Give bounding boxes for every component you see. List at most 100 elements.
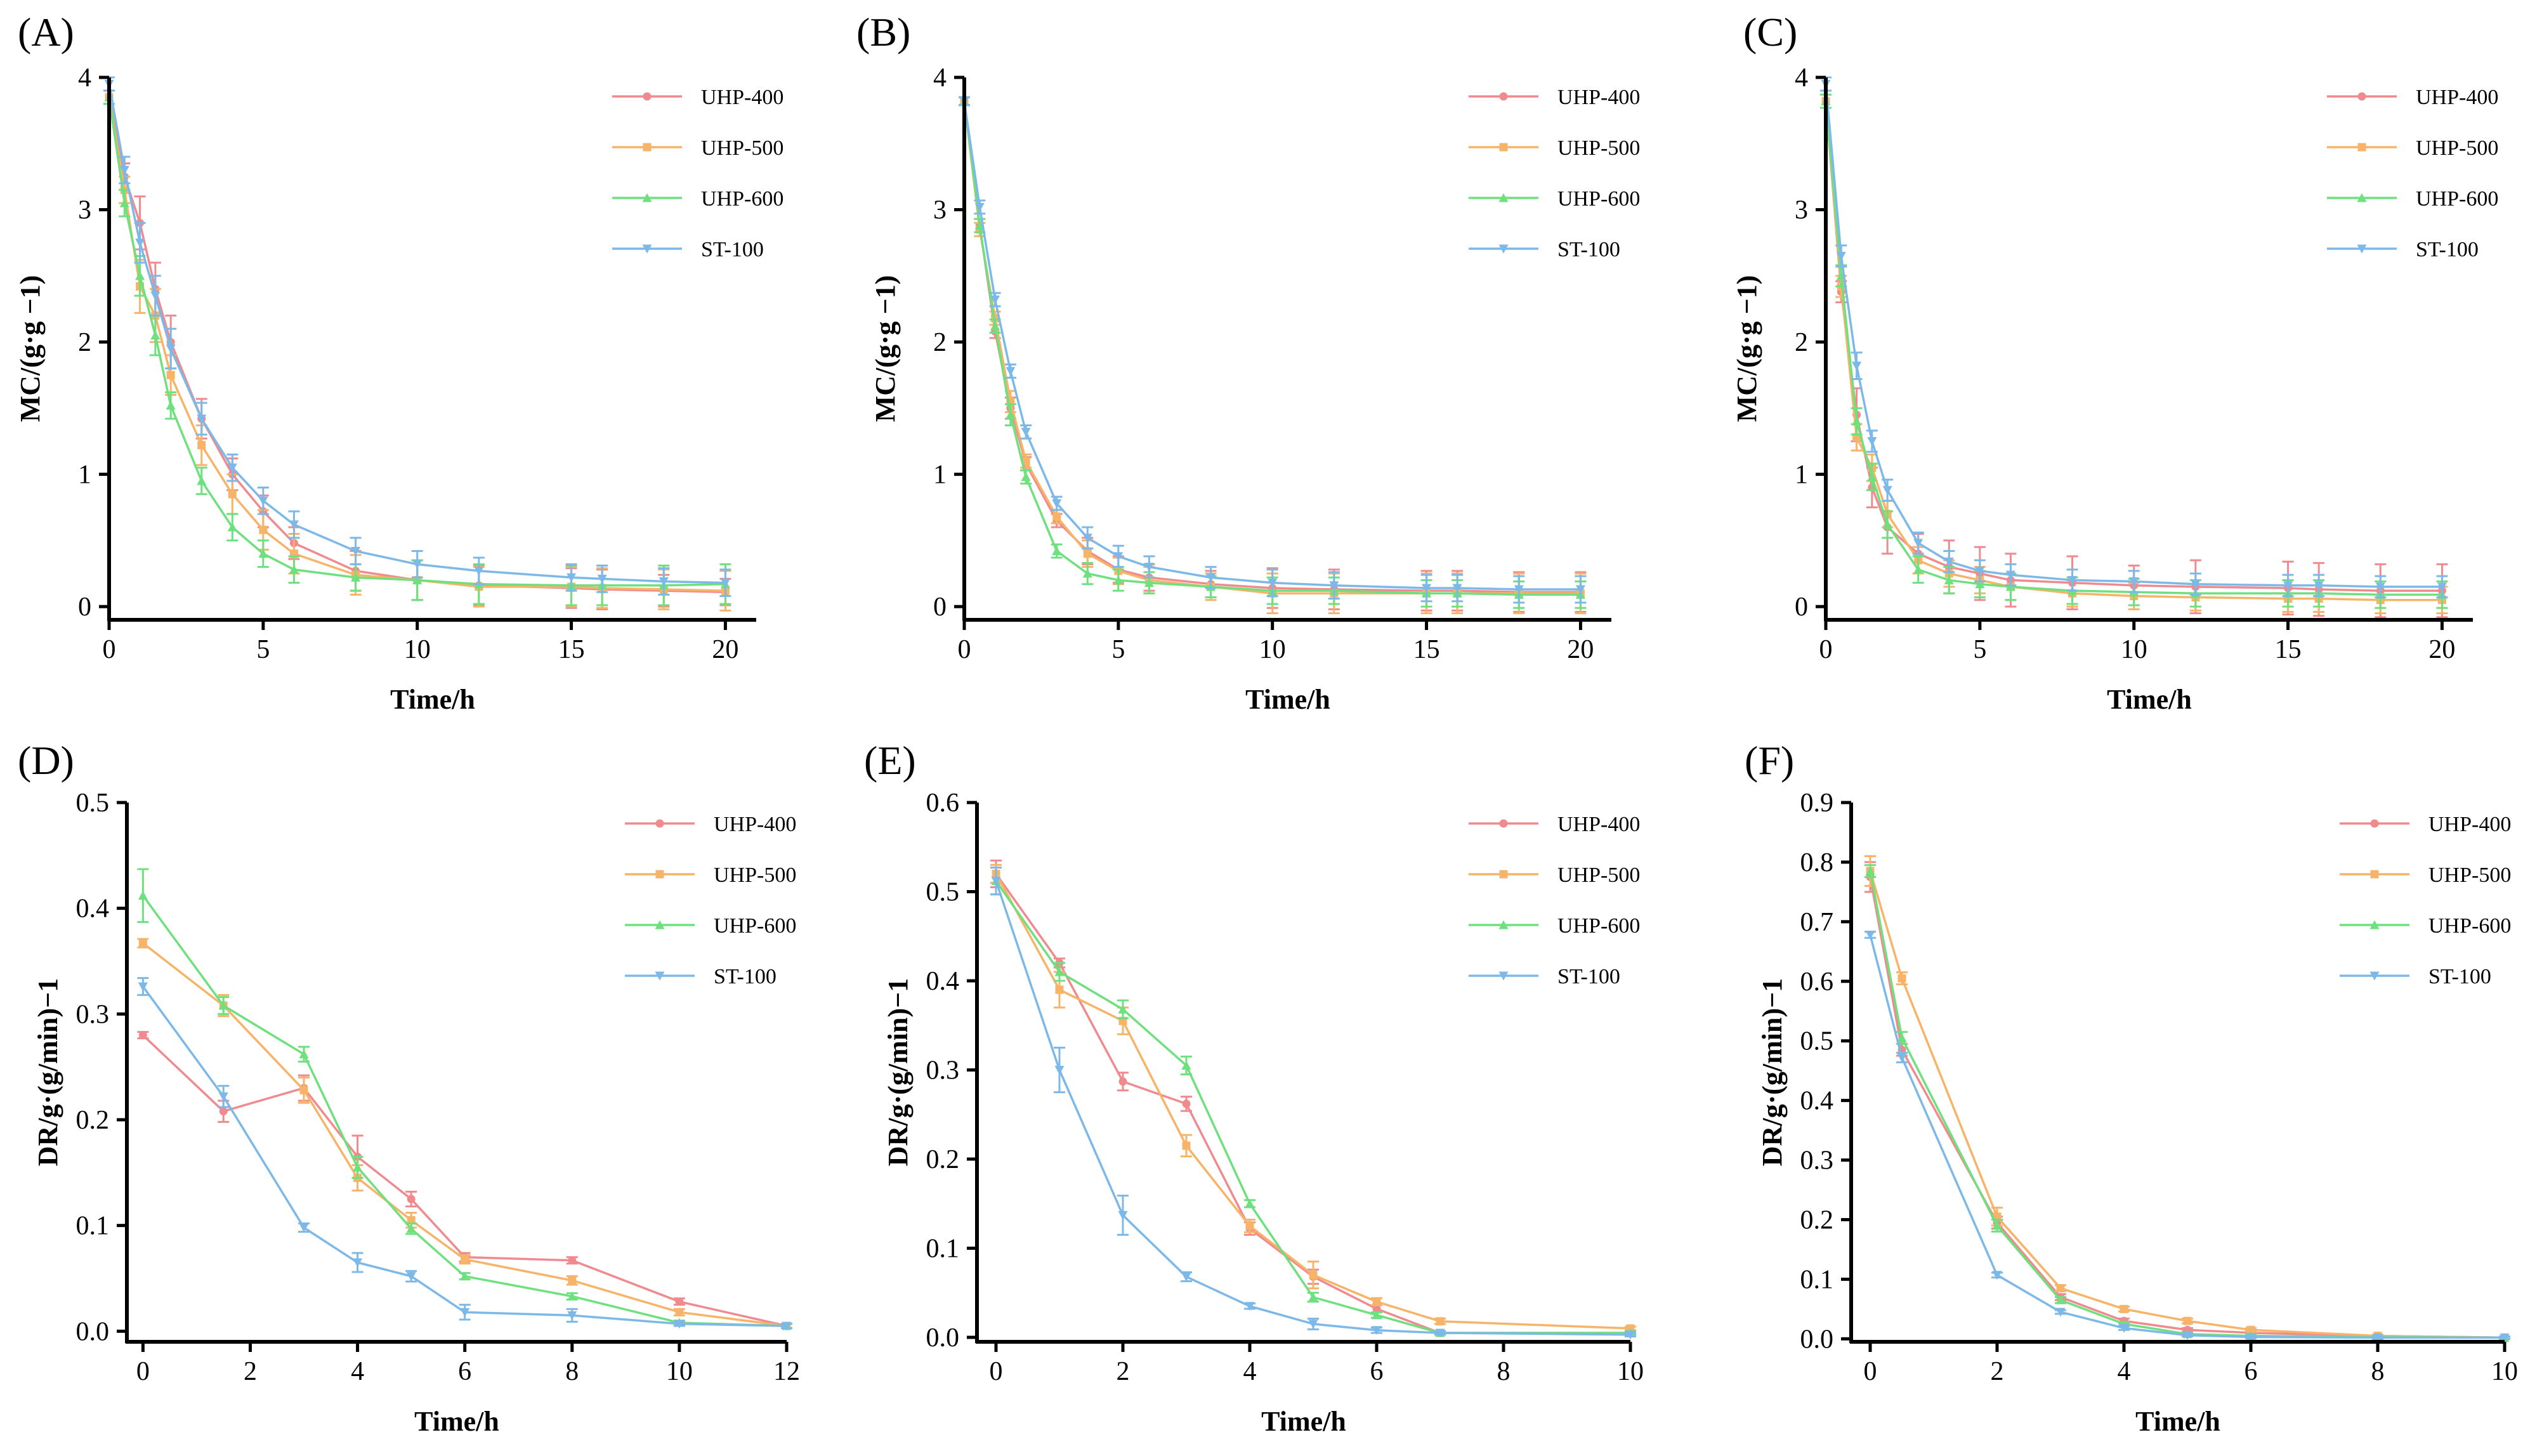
data-point xyxy=(299,1049,309,1059)
x-tick-label: 15 xyxy=(558,635,585,664)
series-uhp-600 xyxy=(103,89,731,607)
series-line xyxy=(1825,101,2442,596)
legend-label: UHP-400 xyxy=(1557,813,1640,836)
data-point xyxy=(1422,584,1432,593)
series-line xyxy=(1869,877,2505,1339)
y-tick-label: 0.0 xyxy=(1800,1325,1834,1354)
data-point xyxy=(1182,1141,1191,1150)
data-point xyxy=(353,1162,363,1172)
panel-letter: (B) xyxy=(856,10,910,55)
data-point xyxy=(138,939,147,948)
data-point xyxy=(1006,367,1016,376)
series-uhp-500 xyxy=(1864,855,2510,1342)
x-tick-label: 10 xyxy=(2121,635,2147,664)
legend-marker xyxy=(1499,870,1508,879)
y-axis-label: MC/(g·g −1) xyxy=(1731,275,1762,423)
legend-marker xyxy=(1498,971,1509,981)
y-tick-label: 0.2 xyxy=(1800,1205,1834,1235)
data-point xyxy=(1021,472,1031,482)
x-tick-label: 8 xyxy=(1497,1357,1511,1386)
x-tick-label: 10 xyxy=(1259,635,1286,664)
data-point xyxy=(1144,563,1154,572)
series-uhp-400 xyxy=(959,96,1587,613)
x-tick-label: 5 xyxy=(1111,635,1125,664)
y-tick-label: 0.1 xyxy=(926,1234,960,1263)
data-point xyxy=(412,575,423,584)
x-axis-label: Time/h xyxy=(1245,684,1330,715)
legend-marker xyxy=(2369,920,2380,929)
data-point xyxy=(2182,1331,2192,1341)
legend-label: ST-100 xyxy=(2428,965,2491,988)
data-point xyxy=(2005,582,2015,591)
data-point xyxy=(597,574,607,584)
series-uhp-600 xyxy=(1864,864,2510,1342)
data-point xyxy=(197,414,207,424)
series-line xyxy=(108,84,726,584)
data-point xyxy=(1882,486,1892,495)
data-point xyxy=(2068,575,2078,585)
data-point xyxy=(1913,539,1923,548)
data-point xyxy=(1245,1198,1255,1208)
series-st-100 xyxy=(990,867,1636,1340)
data-point xyxy=(974,202,985,212)
x-tick-label: 2 xyxy=(1117,1357,1130,1386)
data-point xyxy=(1113,552,1124,561)
series-st-100 xyxy=(1864,931,2510,1342)
data-point xyxy=(219,1107,228,1116)
data-point xyxy=(258,496,268,506)
legend-label: UHP-600 xyxy=(2416,187,2498,211)
legend-label: UHP-600 xyxy=(714,914,796,938)
y-tick-label: 0.7 xyxy=(1800,908,1834,937)
x-tick-label: 5 xyxy=(1973,635,1986,664)
data-point xyxy=(460,1271,470,1281)
data-point xyxy=(197,476,207,485)
legend-marker xyxy=(2357,244,2367,254)
series-line xyxy=(1825,101,2442,592)
legend-marker xyxy=(2370,819,2379,828)
data-point xyxy=(1181,1060,1191,1070)
data-point xyxy=(1867,436,1877,446)
y-tick-label: 2 xyxy=(1795,328,1808,357)
data-point xyxy=(1245,1302,1255,1311)
data-point xyxy=(1436,1317,1445,1326)
legend-marker xyxy=(642,244,652,254)
panel-letter: (F) xyxy=(1745,738,1794,783)
y-tick-label: 4 xyxy=(933,63,947,93)
data-point xyxy=(1055,985,1064,994)
data-point xyxy=(1052,499,1062,508)
y-tick-label: 0 xyxy=(78,593,91,622)
data-point xyxy=(1245,1221,1254,1230)
data-point xyxy=(567,1291,577,1301)
data-point xyxy=(1865,866,1875,876)
series-uhp-500 xyxy=(959,96,1587,615)
data-point xyxy=(1118,1210,1128,1220)
data-point xyxy=(1372,1326,1382,1335)
legend-marker xyxy=(643,143,652,152)
series-line xyxy=(963,101,1581,596)
x-tick-label: 20 xyxy=(1567,635,1594,664)
legend-label: UHP-500 xyxy=(1557,136,1640,160)
data-point xyxy=(1897,1053,1907,1063)
y-tick-label: 0.4 xyxy=(1800,1087,1834,1116)
series-uhp-400 xyxy=(137,1031,792,1330)
y-tick-label: 0.4 xyxy=(926,967,960,996)
series-line xyxy=(1825,101,2442,601)
legend-label: UHP-600 xyxy=(701,187,783,211)
data-point xyxy=(567,1311,577,1320)
legend-marker xyxy=(655,971,665,981)
legend-marker xyxy=(642,193,652,202)
data-point xyxy=(218,1000,228,1010)
legend-label: UHP-400 xyxy=(1557,86,1640,109)
data-point xyxy=(1308,1292,1318,1302)
series-line xyxy=(995,873,1631,1330)
series-uhp-600 xyxy=(1820,93,2448,609)
data-point xyxy=(138,891,148,900)
y-tick-label: 0.8 xyxy=(1800,848,1834,877)
legend-label: ST-100 xyxy=(714,965,777,988)
series-line xyxy=(108,96,726,592)
series-uhp-400 xyxy=(1820,93,2448,619)
x-tick-label: 4 xyxy=(351,1357,364,1386)
legend-label: UHP-600 xyxy=(2428,914,2511,938)
series-line xyxy=(108,97,726,587)
